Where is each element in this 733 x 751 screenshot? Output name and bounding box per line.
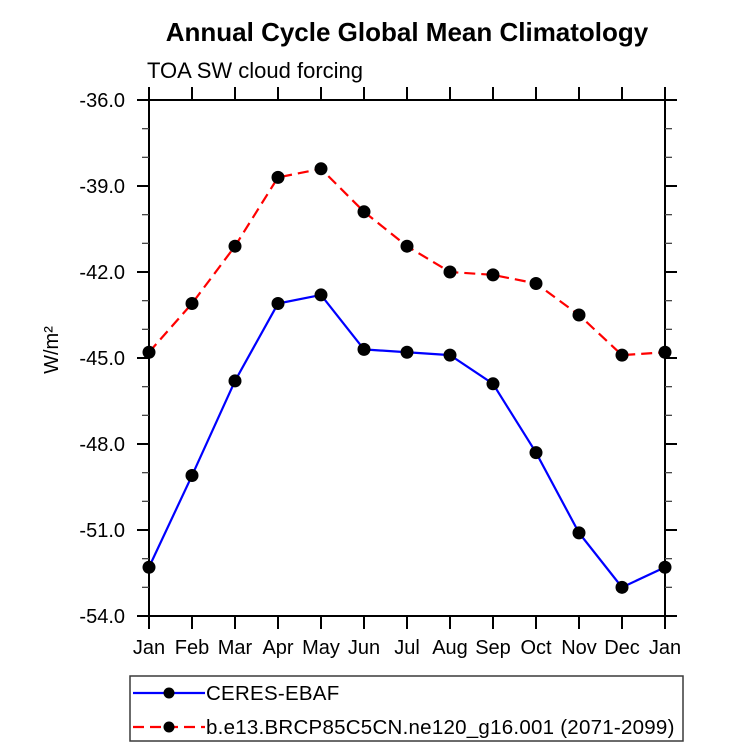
y-tick-label: -54.0	[79, 606, 125, 628]
month-label: Nov	[561, 637, 597, 659]
data-point-marker	[271, 297, 285, 311]
data-point-marker	[572, 308, 586, 322]
data-point-marker	[400, 345, 414, 359]
month-label: Jan	[649, 637, 681, 659]
data-point-marker	[615, 348, 629, 362]
y-tick-label: -48.0	[79, 434, 125, 456]
legend-marker-0	[163, 687, 175, 699]
month-label: Apr	[262, 637, 293, 659]
data-point-marker	[658, 560, 672, 574]
month-label: Feb	[175, 637, 209, 659]
data-point-marker	[658, 345, 672, 359]
legend-label-model-run: b.e13.BRCP85C5CN.ne120_g16.001 (2071-209…	[206, 716, 675, 739]
y-tick-label: -51.0	[79, 520, 125, 542]
y-tick-label: -45.0	[79, 348, 125, 370]
data-point-marker	[228, 374, 242, 388]
month-label: Jun	[348, 637, 380, 659]
data-point-marker	[529, 446, 543, 460]
month-label: Dec	[604, 637, 640, 659]
series-group	[142, 162, 672, 594]
data-point-marker	[142, 345, 156, 359]
data-point-marker	[443, 348, 457, 362]
month-label: Jan	[133, 637, 165, 659]
data-point-marker	[271, 170, 285, 184]
y-tick-label: -39.0	[79, 176, 125, 198]
month-label: Jul	[394, 637, 420, 659]
data-point-marker	[615, 580, 629, 594]
series-line-1	[148, 167, 666, 357]
data-point-marker	[572, 526, 586, 540]
legend-box	[129, 675, 684, 742]
data-point-marker	[185, 297, 199, 311]
data-point-marker	[486, 268, 500, 282]
legend-marker-1	[163, 721, 175, 733]
legend-samples	[133, 687, 205, 733]
data-point-marker	[185, 469, 199, 483]
chart-title: Annual Cycle Global Mean Climatology	[165, 17, 649, 47]
axes: -36.0 -39.0 -42.0 -45.0 -48.0 -51.0 -54.0 Jan Fe…	[79, 87, 681, 659]
data-point-marker	[314, 288, 328, 302]
legend: CERES-EBAF b.e13.BRCP85C5CN.ne120_g16.00…	[129, 675, 684, 742]
month-label: Sep	[475, 637, 511, 659]
data-point-marker	[357, 205, 371, 219]
month-label: Mar	[218, 637, 253, 659]
data-point-marker	[142, 560, 156, 574]
data-point-marker	[400, 239, 414, 253]
series-line-0	[148, 293, 666, 589]
month-label: Aug	[432, 637, 468, 659]
legend-label-ceres-ebaf: CERES-EBAF	[206, 682, 340, 705]
data-point-marker	[486, 377, 500, 391]
data-point-marker	[443, 265, 457, 279]
chart-subtitle: TOA SW cloud forcing	[147, 58, 364, 83]
month-label: Oct	[520, 637, 552, 659]
data-point-marker	[314, 162, 328, 176]
data-point-marker	[228, 239, 242, 253]
month-label: May	[302, 637, 340, 659]
data-point-marker	[529, 276, 543, 290]
y-tick-label: -36.0	[79, 90, 125, 112]
data-point-marker	[357, 342, 371, 356]
y-tick-label: -42.0	[79, 262, 125, 284]
